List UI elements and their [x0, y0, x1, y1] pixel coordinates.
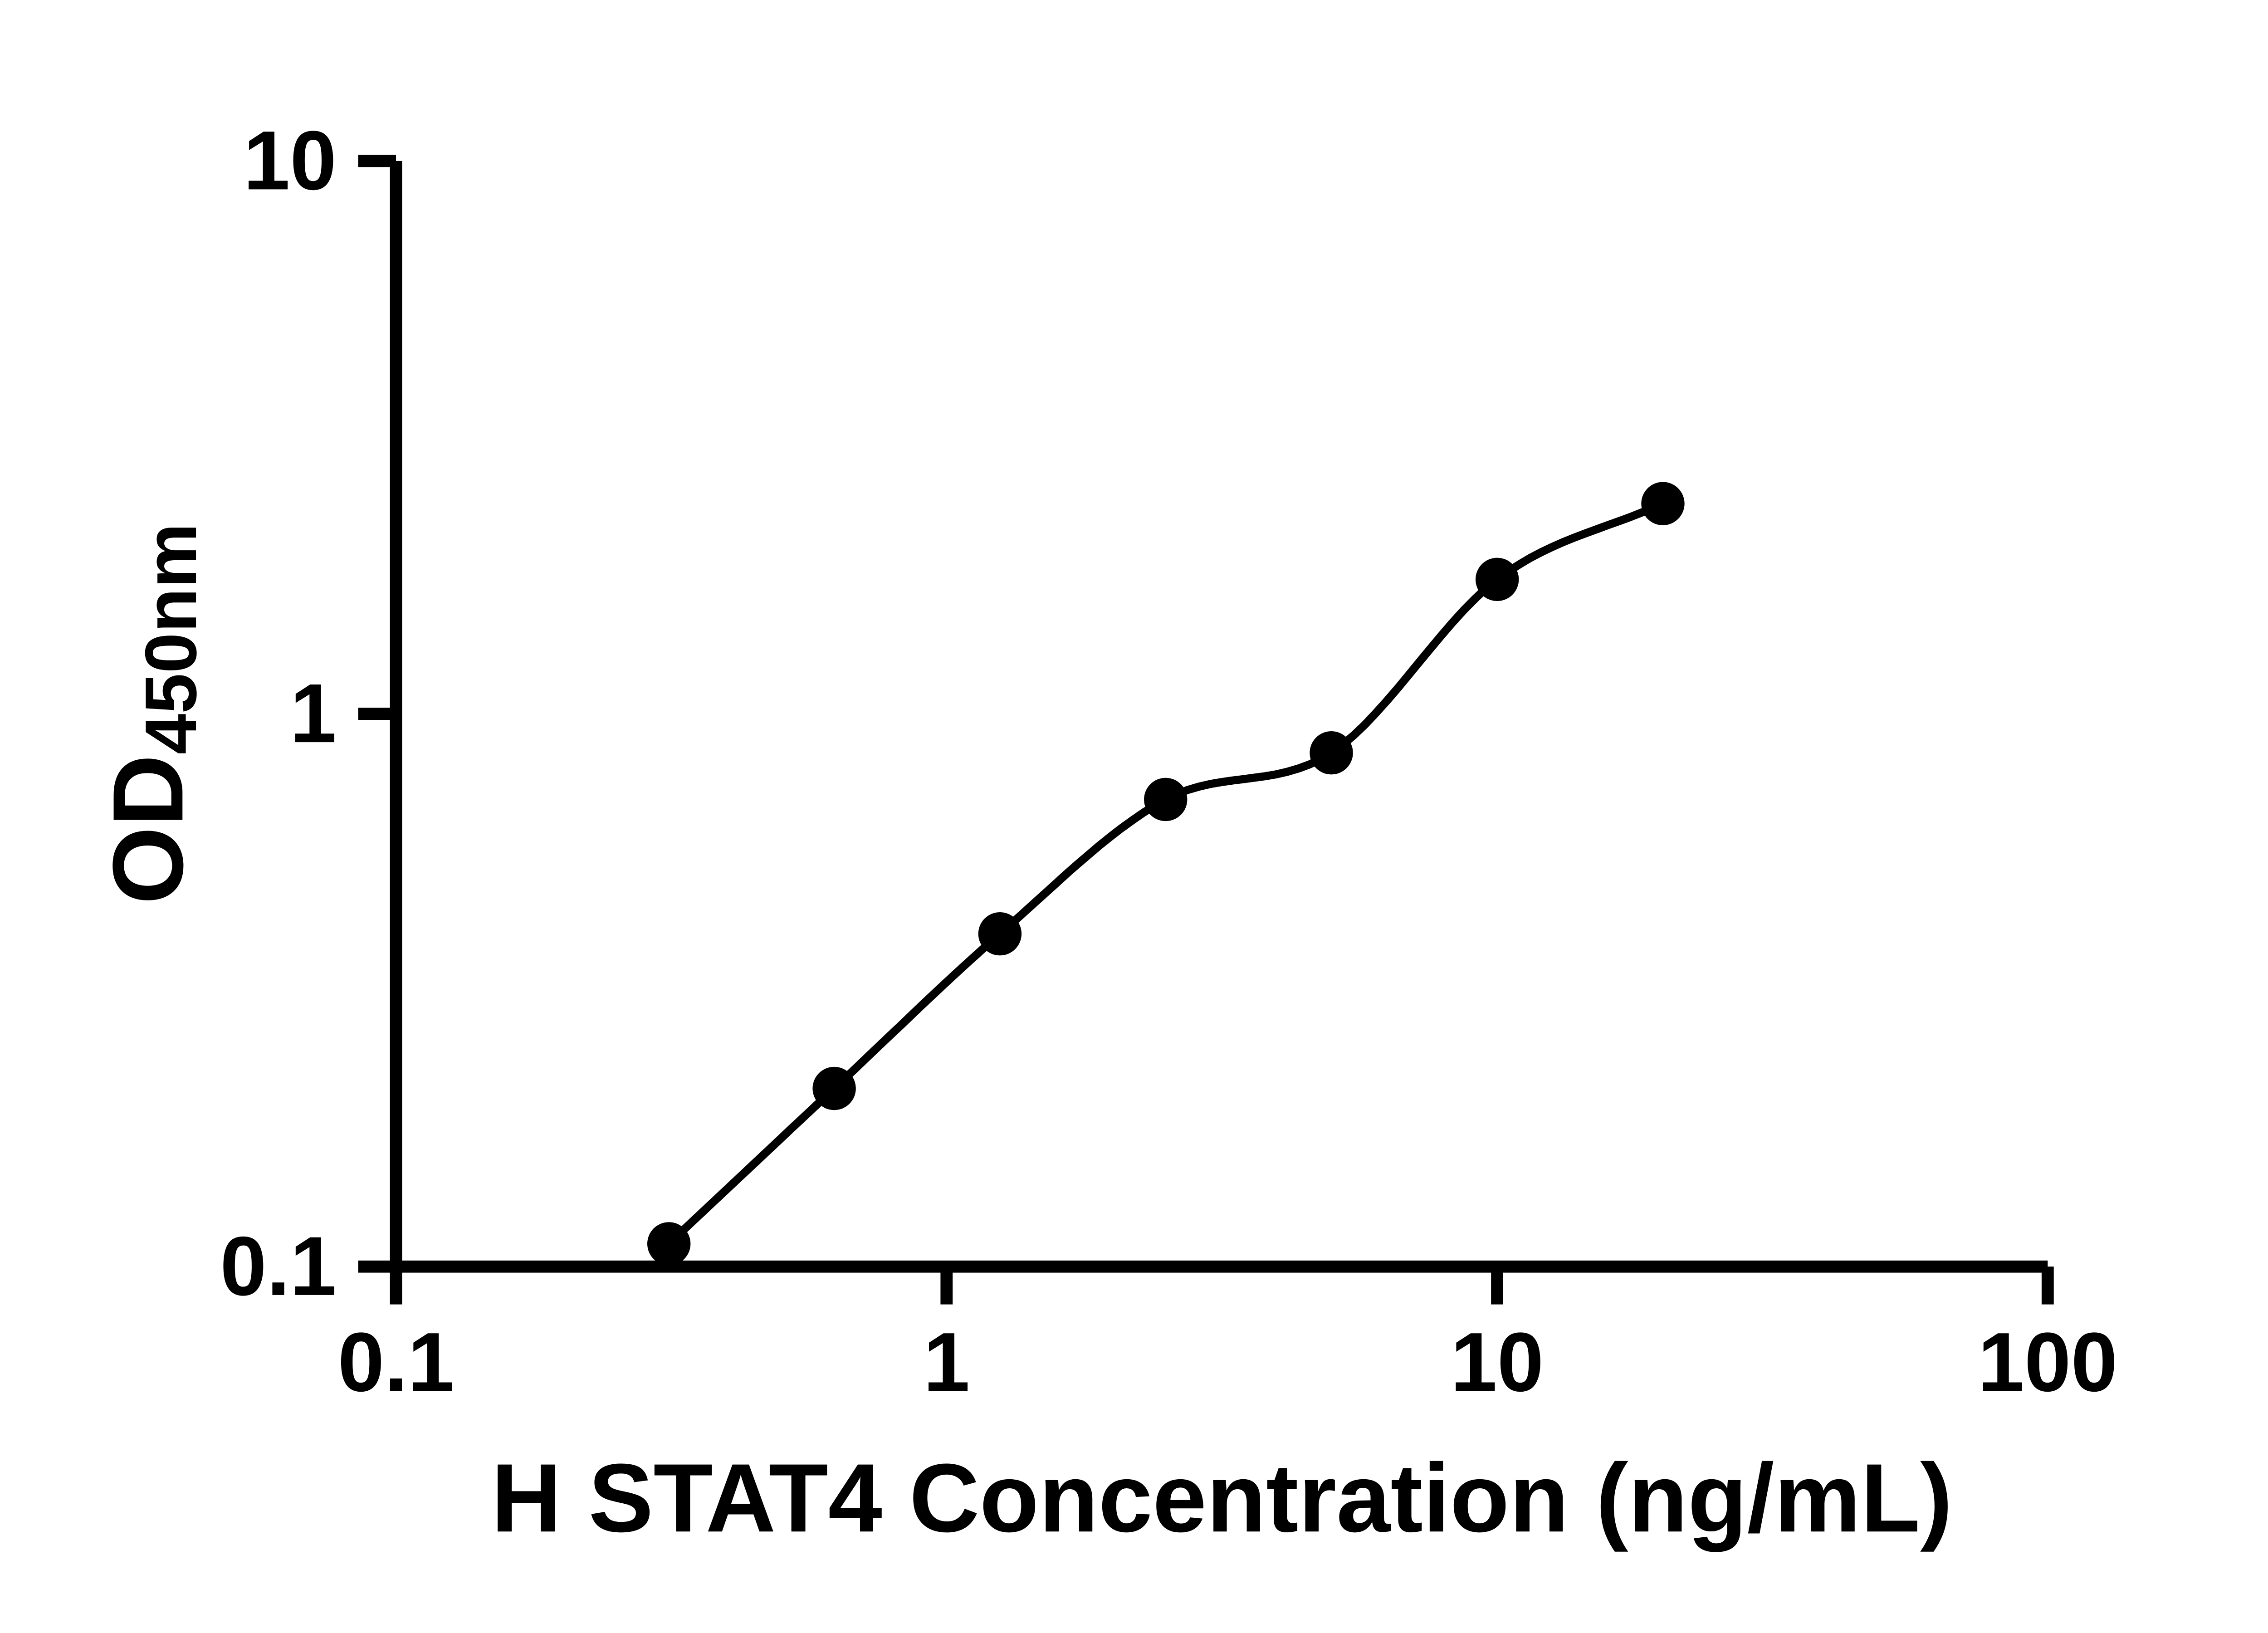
x-tick-label: 10	[1451, 1315, 1544, 1409]
fit-curve	[665, 499, 1667, 1248]
data-point	[978, 912, 1022, 956]
x-tick-label: 0.1	[338, 1315, 455, 1409]
x-tick-label: 100	[1978, 1315, 2117, 1409]
y-tick-label: 10	[243, 114, 336, 207]
tick-labels: 0.1 1 10 100 0.1 1 10	[220, 114, 2117, 1409]
data-point	[1144, 777, 1188, 821]
data-point	[1475, 557, 1519, 601]
y-axis-title: OD450nm	[92, 523, 212, 905]
axis-titles: OD450nm H STAT4 Concentration (ng/mL)	[92, 523, 1952, 1552]
axes	[390, 161, 2048, 1273]
y-axis-title-main: OD	[92, 754, 204, 905]
y-tick-label: 1	[290, 667, 337, 760]
data-point	[1641, 482, 1685, 525]
data-point	[812, 1066, 856, 1110]
x-tick-label: 1	[923, 1315, 970, 1409]
plot-area: 0.1 1 10 100 0.1 1 10 OD450nm H STAT4 Concentr…	[92, 114, 2117, 1552]
y-axis-title-sub: 450nm	[130, 523, 212, 754]
data-points	[647, 482, 1685, 1266]
axis-line	[390, 161, 2048, 1273]
data-point	[1310, 731, 1353, 775]
data-point	[647, 1222, 691, 1266]
y-tick-label: 0.1	[220, 1220, 337, 1313]
tick-marks	[358, 155, 2054, 1305]
x-axis-title: H STAT4 Concentration (ng/mL)	[491, 1444, 1953, 1552]
fit-curve-path	[665, 499, 1667, 1248]
